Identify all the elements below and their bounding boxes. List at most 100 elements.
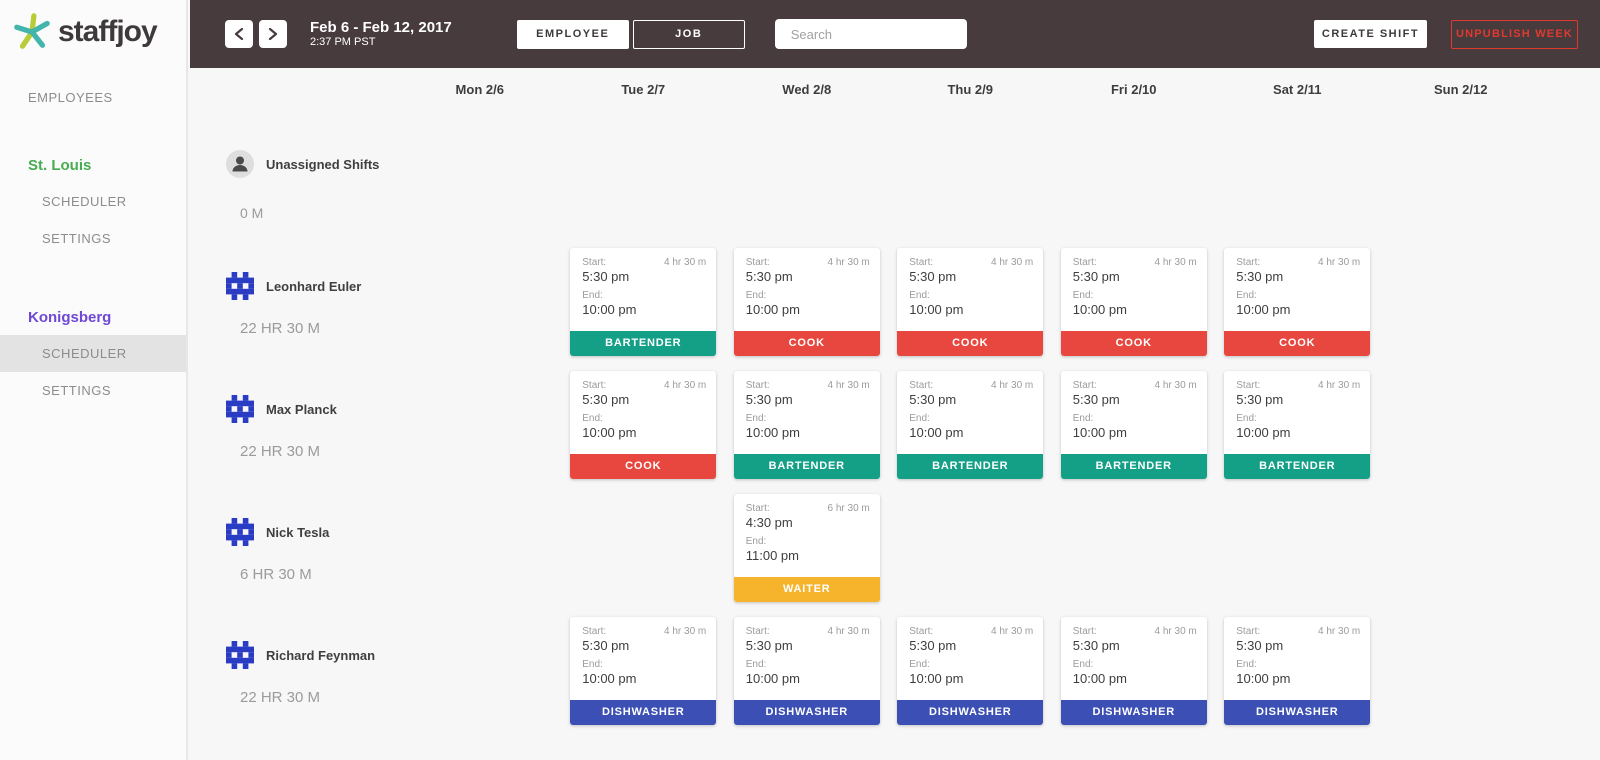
shift-card-body: Start: 4 hr 30 m 5:30 pm End: 10:00 pm xyxy=(734,248,880,331)
next-week-button[interactable] xyxy=(259,20,287,48)
day-header-label: Mon 2/6 xyxy=(455,81,504,97)
sidebar-item-settings[interactable]: SETTINGS xyxy=(42,383,112,398)
shift-start-label: Start: xyxy=(582,257,607,268)
shift-card[interactable]: Start: 4 hr 30 m 5:30 pm End: 10:00 pm B… xyxy=(1060,371,1207,479)
day-cell xyxy=(398,617,562,740)
day-cell: Start: 4 hr 30 m 5:30 pm End: 10:00 pm D… xyxy=(562,617,726,740)
shift-card[interactable]: Start: 4 hr 30 m 5:30 pm End: 10:00 pm B… xyxy=(733,371,880,479)
employee-label: Max Planck 22 HR 30 M xyxy=(190,371,398,494)
shift-end-time: 10:00 pm xyxy=(745,671,800,686)
day-cell xyxy=(398,110,562,248)
staffjoy-logo[interactable]: staffjoy xyxy=(0,0,186,52)
shift-end-label: End: xyxy=(745,290,767,301)
day-cell: Start: 4 hr 30 m 5:30 pm End: 10:00 pm C… xyxy=(1052,248,1216,371)
shift-card[interactable]: Start: 6 hr 30 m 4:30 pm End: 11:00 pm W… xyxy=(733,494,880,602)
shift-end-label: End: xyxy=(1072,413,1094,424)
sidebar-team-section: St. Louis SCHEDULER SETTINGS xyxy=(0,157,186,257)
shift-card[interactable]: Start: 4 hr 30 m 5:30 pm End: 10:00 pm D… xyxy=(1060,617,1207,725)
sidebar-item-scheduler[interactable]: SCHEDULER xyxy=(42,194,127,209)
shift-card[interactable]: Start: 4 hr 30 m 5:30 pm End: 10:00 pm B… xyxy=(1224,371,1371,479)
day-cell xyxy=(1379,110,1543,248)
create-shift-button[interactable]: CREATE SHIFT xyxy=(1314,20,1427,48)
shift-duration: 4 hr 30 m xyxy=(664,626,707,637)
sidebar: staffjoy EMPLOYEES St. Louis SCHEDULER SE… xyxy=(0,0,188,760)
shift-end-time: 10:00 pm xyxy=(909,302,964,317)
day-cell: Start: 4 hr 30 m 5:30 pm End: 10:00 pm D… xyxy=(1052,617,1216,740)
day-cell xyxy=(398,371,562,494)
previous-week-button[interactable] xyxy=(225,20,253,48)
day-cell: Start: 4 hr 30 m 5:30 pm End: 10:00 pm C… xyxy=(1216,248,1380,371)
shift-duration: 4 hr 30 m xyxy=(991,626,1034,637)
shift-start-time: 5:30 pm xyxy=(909,392,957,407)
shift-end-label: End: xyxy=(745,413,767,424)
day-cell: Start: 4 hr 30 m 5:30 pm End: 10:00 pm C… xyxy=(889,248,1053,371)
date-block: Feb 6 - Feb 12, 2017 2:37 PM PST xyxy=(310,19,452,49)
shift-card[interactable]: Start: 4 hr 30 m 5:30 pm End: 10:00 pm D… xyxy=(1224,617,1371,725)
employee-week-hours: 22 HR 30 M xyxy=(240,689,321,706)
day-cell: Start: 4 hr 30 m 5:30 pm End: 10:00 pm B… xyxy=(889,371,1053,494)
shift-end-time: 10:00 pm xyxy=(582,425,637,440)
unpublish-week-button[interactable]: UNPUBLISH WEEK xyxy=(1451,19,1578,49)
search-input[interactable] xyxy=(790,26,967,42)
view-toggle-employee[interactable]: EMPLOYEE xyxy=(516,19,629,49)
sidebar-item-scheduler[interactable]: SCHEDULER xyxy=(0,335,186,372)
shift-card[interactable]: Start: 4 hr 30 m 5:30 pm End: 10:00 pm C… xyxy=(570,371,717,479)
shift-start-label: Start: xyxy=(1236,257,1261,268)
shift-duration: 4 hr 30 m xyxy=(827,380,870,391)
shift-end-time: 10:00 pm xyxy=(582,302,637,317)
week-date-range: Feb 6 - Feb 12, 2017 xyxy=(310,19,452,36)
day-header-label: Fri 2/10 xyxy=(1110,81,1157,97)
day-cell: Start: 4 hr 30 m 5:30 pm End: 10:00 pm D… xyxy=(889,617,1053,740)
day-cell: Start: 4 hr 30 m 5:30 pm End: 10:00 pm D… xyxy=(1216,617,1380,740)
shift-start-label: Start: xyxy=(1072,257,1097,268)
shift-start-label: Start: xyxy=(1236,380,1261,391)
main-area: Feb 6 - Feb 12, 2017 2:37 PM PST EMPLOYE… xyxy=(190,0,1600,740)
shift-card[interactable]: Start: 4 hr 30 m 5:30 pm End: 10:00 pm C… xyxy=(897,248,1044,356)
day-cell: Start: 6 hr 30 m 4:30 pm End: 11:00 pm W… xyxy=(725,494,889,617)
shift-card[interactable]: Start: 4 hr 30 m 5:30 pm End: 10:00 pm B… xyxy=(897,371,1044,479)
shift-card-body: Start: 4 hr 30 m 5:30 pm End: 10:00 pm xyxy=(570,371,716,454)
day-cell xyxy=(562,110,726,248)
shift-card[interactable]: Start: 4 hr 30 m 5:30 pm End: 10:00 pm B… xyxy=(570,248,717,356)
employee-row: Unassigned Shifts 0 M xyxy=(190,110,1600,248)
employee-row: Richard Feynman 22 HR 30 M Start: 4 hr 3… xyxy=(190,617,1600,740)
shift-card-body: Start: 4 hr 30 m 5:30 pm End: 10:00 pm xyxy=(734,617,880,700)
shift-end-time: 10:00 pm xyxy=(582,671,637,686)
shift-duration: 4 hr 30 m xyxy=(991,380,1034,391)
shift-end-time: 10:00 pm xyxy=(1236,671,1291,686)
day-cell: Start: 4 hr 30 m 5:30 pm End: 10:00 pm B… xyxy=(562,248,726,371)
chevron-left-icon xyxy=(234,28,244,40)
shift-end-time: 10:00 pm xyxy=(1072,671,1127,686)
day-header-row: Mon 2/6 Tue 2/7 Wed 2/8 Thu 2/9 Fri 2/10 Sat … xyxy=(190,68,1600,110)
sidebar-team-konigsberg[interactable]: Konigsberg xyxy=(28,309,112,326)
shift-role-badge: BARTENDER xyxy=(1224,454,1371,479)
sidebar-team-st-louis[interactable]: St. Louis xyxy=(28,157,92,174)
sidebar-item-settings[interactable]: SETTINGS xyxy=(42,231,112,246)
shift-card[interactable]: Start: 4 hr 30 m 5:30 pm End: 10:00 pm C… xyxy=(1224,248,1371,356)
view-toggle-job[interactable]: JOB xyxy=(632,19,745,49)
shift-start-label: Start: xyxy=(582,380,607,391)
shift-card[interactable]: Start: 4 hr 30 m 5:30 pm End: 10:00 pm D… xyxy=(733,617,880,725)
shift-card[interactable]: Start: 4 hr 30 m 5:30 pm End: 10:00 pm D… xyxy=(897,617,1044,725)
search-box[interactable] xyxy=(774,19,967,49)
shift-start-label: Start: xyxy=(909,380,934,391)
shift-card-body: Start: 4 hr 30 m 5:30 pm End: 10:00 pm xyxy=(897,371,1043,454)
shift-start-label: Start: xyxy=(745,503,770,514)
shift-end-time: 10:00 pm xyxy=(1072,425,1127,440)
day-cell xyxy=(1216,110,1380,248)
shift-start-label: Start: xyxy=(909,257,934,268)
shift-end-label: End: xyxy=(1072,659,1094,670)
shift-card[interactable]: Start: 4 hr 30 m 5:30 pm End: 10:00 pm C… xyxy=(733,248,880,356)
shift-card-body: Start: 4 hr 30 m 5:30 pm End: 10:00 pm xyxy=(1224,248,1370,331)
shift-end-label: End: xyxy=(745,536,767,547)
shift-duration: 4 hr 30 m xyxy=(1154,626,1197,637)
shift-role-badge: BARTENDER xyxy=(733,454,880,479)
shift-card[interactable]: Start: 4 hr 30 m 5:30 pm End: 10:00 pm C… xyxy=(1060,248,1207,356)
employee-row: Nick Tesla 6 HR 30 M Start: 6 hr 30 m 4:… xyxy=(190,494,1600,617)
shift-role-badge: BARTENDER xyxy=(1060,454,1207,479)
shift-end-time: 10:00 pm xyxy=(909,671,964,686)
shift-card-body: Start: 4 hr 30 m 5:30 pm End: 10:00 pm xyxy=(1061,248,1207,331)
employee-avatar xyxy=(226,395,254,423)
shift-card[interactable]: Start: 4 hr 30 m 5:30 pm End: 10:00 pm D… xyxy=(570,617,717,725)
sidebar-item-employees[interactable]: EMPLOYEES xyxy=(28,90,113,105)
